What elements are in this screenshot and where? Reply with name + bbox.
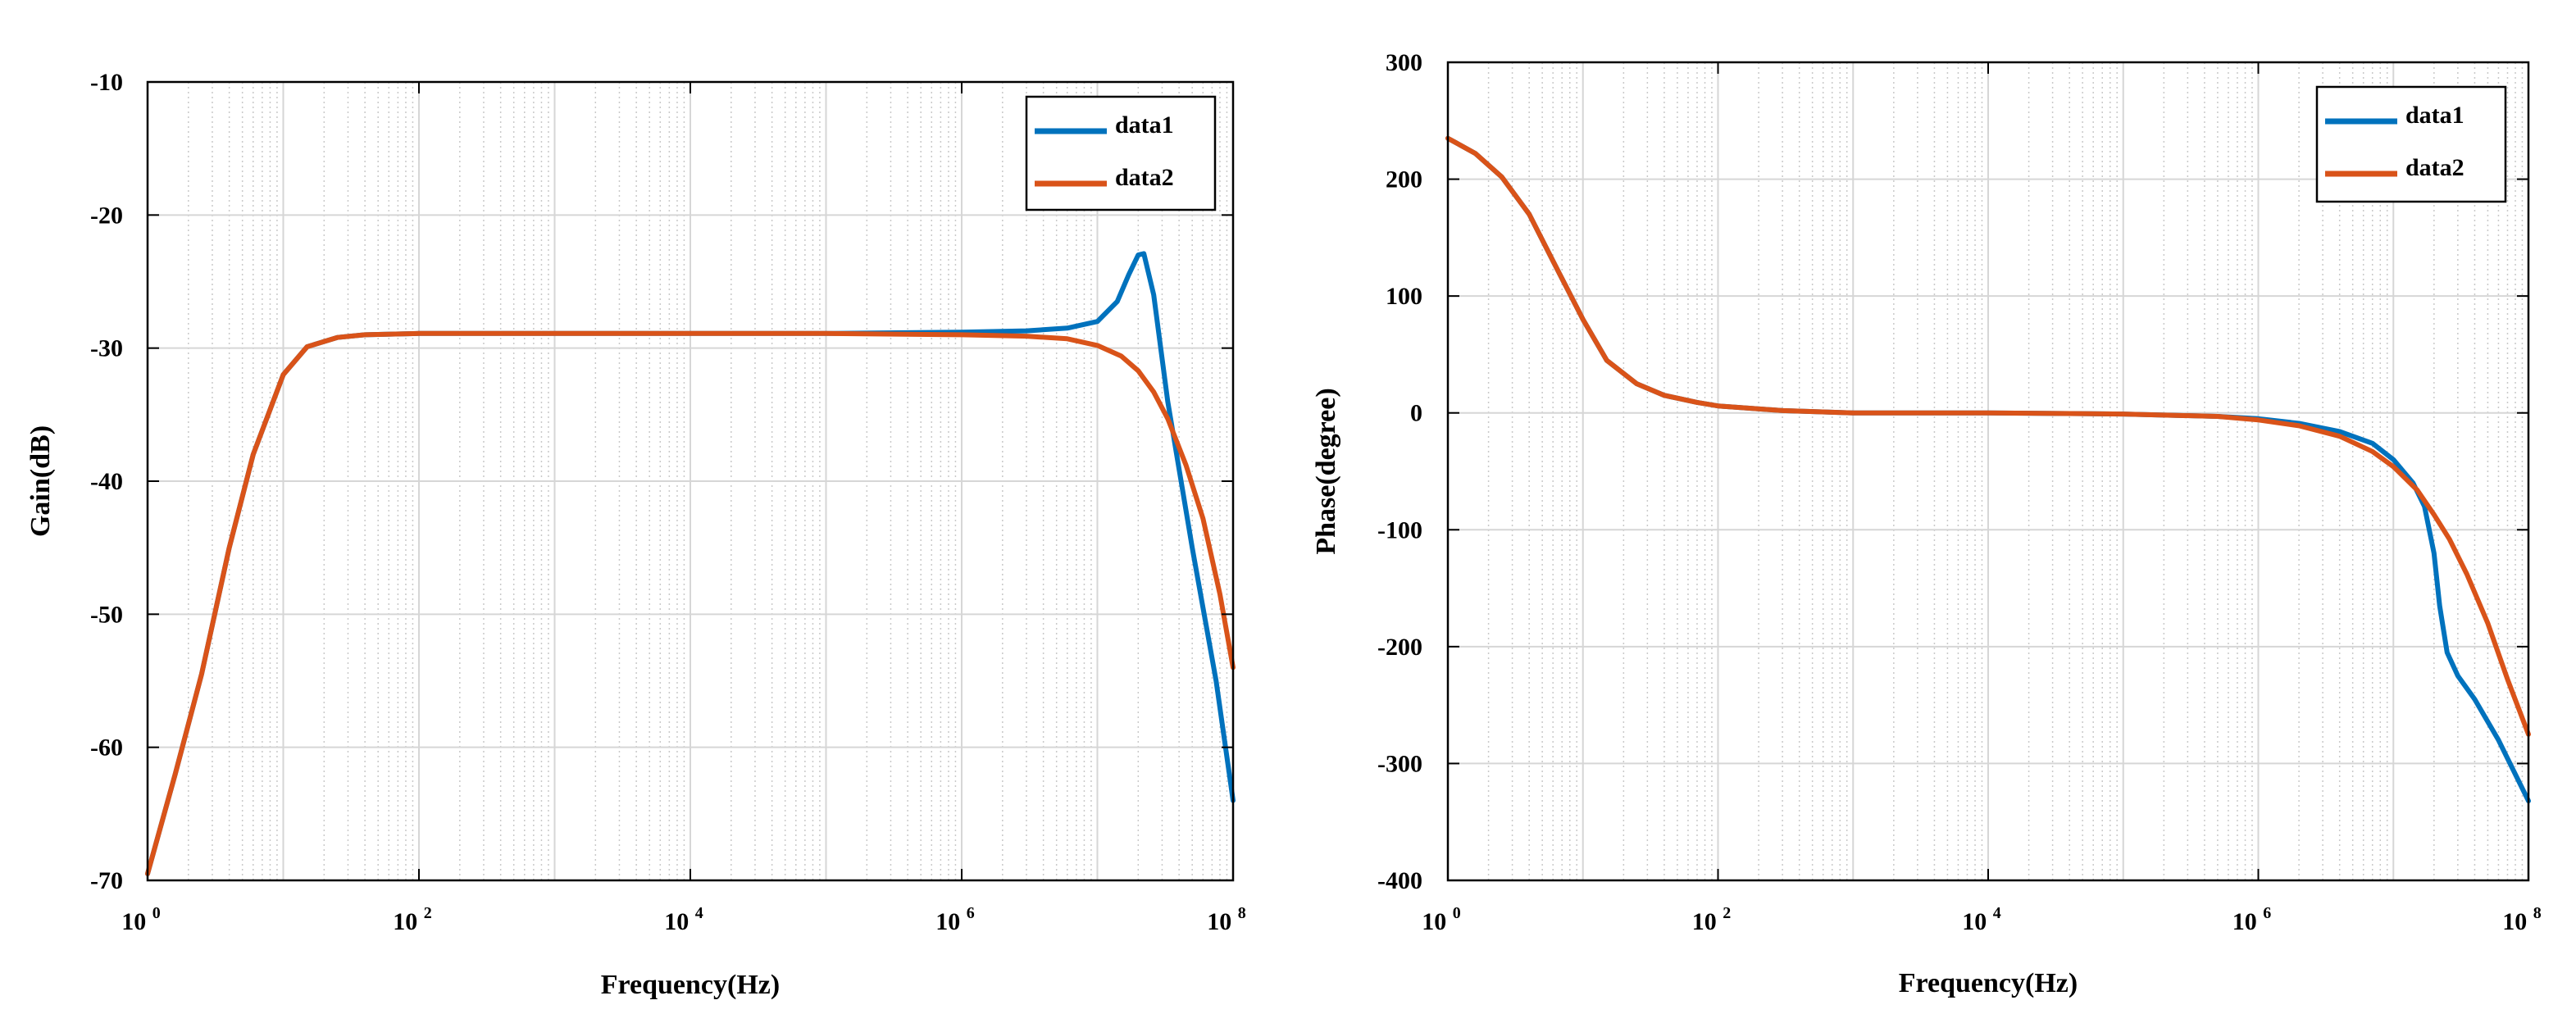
y-axis-label: Phase(degree): [1311, 388, 1341, 554]
x-tick-label: 10 2: [393, 904, 432, 935]
x-tick-label: 10 4: [1962, 904, 2001, 935]
x-tick-base: 10: [121, 908, 152, 935]
x-tick-label: 10 4: [664, 904, 703, 935]
grid: [148, 81, 1233, 881]
x-tick-exponent: 4: [695, 904, 703, 922]
x-tick-base: 10: [1962, 908, 1993, 935]
legend-label-data1: data1: [2405, 102, 2464, 129]
y-tick-label: -10: [90, 69, 123, 96]
x-tick-exponent: 0: [1453, 904, 1461, 922]
y-tick-label: -20: [90, 202, 123, 229]
y-tick-label: -60: [90, 734, 123, 762]
x-axis-label: Frequency(Hz): [601, 970, 780, 1000]
x-tick-exponent: 8: [1238, 904, 1246, 922]
y-tick-label: 0: [1410, 400, 1422, 427]
x-tick-label: 10 0: [1422, 904, 1461, 935]
y-tick-label: -50: [90, 601, 123, 628]
x-tick-label: 10 6: [935, 904, 975, 935]
x-tick-label: 10 0: [121, 904, 161, 935]
y-axis-label: Gain(dB): [25, 425, 56, 537]
x-tick-exponent: 6: [967, 904, 975, 922]
x-tick-exponent: 6: [2263, 904, 2271, 922]
x-tick-base: 10: [1422, 908, 1453, 935]
x-tick-exponent: 2: [1723, 904, 1731, 922]
legend-label-data2: data2: [2405, 154, 2464, 181]
x-tick-label: 10 6: [2232, 904, 2272, 935]
y-tick-label: -70: [90, 867, 123, 894]
legend: data1 data2: [1025, 95, 1217, 211]
x-tick-base: 10: [664, 908, 695, 935]
series-group: [145, 251, 1236, 876]
y-tick-label: -40: [90, 468, 123, 495]
y-tick-label: 200: [1386, 166, 1422, 193]
y-tick-label: -300: [1377, 750, 1422, 777]
series-line-data2: [1445, 135, 2531, 737]
series-group: [1445, 135, 2531, 804]
x-tick-exponent: 8: [2533, 904, 2542, 922]
legend-box: [2315, 85, 2507, 203]
x-tick-base: 10: [935, 908, 967, 935]
x-tick-base: 10: [1692, 908, 1723, 935]
y-tick-label: -100: [1377, 516, 1422, 543]
x-tick-exponent: 2: [424, 904, 432, 922]
x-axis-label: Frequency(Hz): [1899, 968, 2078, 998]
series-line-data2: [145, 330, 1236, 876]
x-tick-base: 10: [2232, 908, 2264, 935]
x-tick-label: 10 8: [1207, 904, 1246, 935]
legend-label-data2: data2: [1115, 164, 1174, 191]
legend: data1 data2: [2315, 85, 2507, 203]
y-tick-label: 100: [1386, 283, 1422, 310]
x-tick-exponent: 4: [1993, 904, 2001, 922]
x-tick-label: 10 8: [2502, 904, 2542, 935]
x-tick-base: 10: [393, 908, 424, 935]
x-tick-base: 10: [2502, 908, 2533, 935]
y-tick-label: 300: [1386, 49, 1422, 76]
x-tick-base: 10: [1207, 908, 1238, 935]
legend-label-data1: data1: [1115, 111, 1174, 139]
x-tick-label: 10 2: [1692, 904, 1732, 935]
legend-box: [1025, 95, 1217, 211]
x-tick-exponent: 0: [152, 904, 161, 922]
y-tick-label: -30: [90, 335, 123, 362]
y-tick-label: -400: [1377, 867, 1422, 894]
y-tick-label: -200: [1377, 634, 1422, 661]
